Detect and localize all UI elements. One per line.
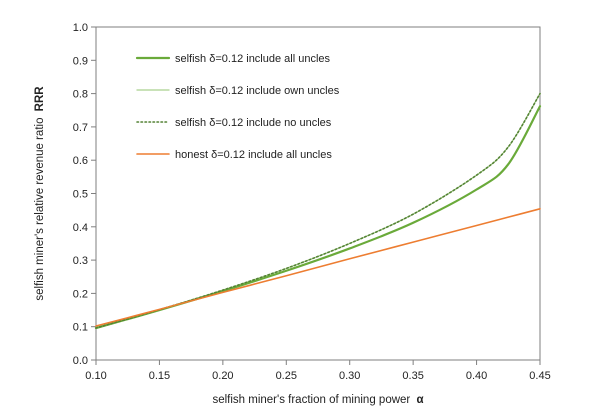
y-tick-label: 0.8 bbox=[73, 89, 88, 101]
y-axis-label-symbol: RRR bbox=[34, 86, 46, 112]
x-axis-label-text: selfish miner's fraction of mining power bbox=[212, 394, 410, 406]
x-tick-label: 0.10 bbox=[85, 370, 106, 382]
y-tick-label: 0.9 bbox=[73, 55, 88, 67]
x-tick-label: 0.45 bbox=[529, 370, 550, 382]
legend: selfish δ=0.12 include all uncles selfish… bbox=[135, 53, 340, 161]
x-axis-ticks: 0.10 0.15 0.20 0.25 0.30 0.35 0.40 0.45 bbox=[85, 360, 551, 382]
x-tick-label: 0.25 bbox=[276, 370, 297, 382]
x-tick-label: 0.35 bbox=[402, 370, 423, 382]
y-tick-label: 0.5 bbox=[73, 189, 88, 201]
y-tick-label: 1.0 bbox=[73, 22, 88, 34]
x-tick-label: 0.30 bbox=[339, 370, 360, 382]
x-axis-label: selfish miner's fraction of mining power… bbox=[212, 394, 423, 406]
y-tick-label: 0.2 bbox=[73, 288, 88, 300]
x-tick-label: 0.15 bbox=[149, 370, 170, 382]
x-tick-label: 0.40 bbox=[466, 370, 487, 382]
y-tick-label: 0.7 bbox=[73, 122, 88, 134]
x-axis-label-symbol: α bbox=[416, 394, 423, 406]
y-tick-label: 0.6 bbox=[73, 155, 88, 167]
legend-label-4: honest δ=0.12 include all uncles bbox=[175, 149, 332, 161]
legend-label-1: selfish δ=0.12 include all uncles bbox=[175, 53, 331, 65]
y-tick-label: 0.3 bbox=[73, 255, 88, 267]
series-lines bbox=[94, 92, 542, 330]
legend-label-2: selfish δ=0.12 include own uncles bbox=[175, 85, 340, 97]
x-tick-label: 0.20 bbox=[212, 370, 233, 382]
y-tick-label: 0.4 bbox=[73, 222, 88, 234]
legend-label-3: selfish δ=0.12 include no uncles bbox=[175, 117, 332, 129]
series-line-4 bbox=[95, 208, 541, 327]
y-axis-label-text: selfish miner's relative revenue ratio bbox=[34, 118, 46, 301]
y-tick-label: 0.1 bbox=[73, 322, 88, 334]
plot-area bbox=[95, 26, 541, 361]
y-axis-ticks: 0.0 0.1 0.2 0.3 0.4 0.5 0.6 0.7 0.8 0.9 1.0 bbox=[73, 22, 96, 367]
y-axis-label: selfish miner's relative revenue ratio R… bbox=[34, 86, 46, 301]
y-tick-label: 0.0 bbox=[73, 355, 88, 367]
